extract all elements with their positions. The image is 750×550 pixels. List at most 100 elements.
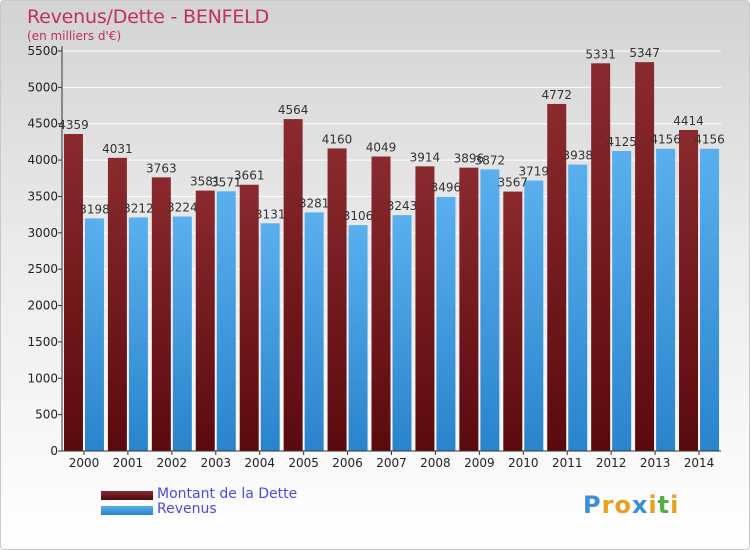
bar-revenus (260, 223, 280, 451)
y-tick-label: 2000 (27, 299, 58, 313)
value-label-dette: 4564 (278, 103, 309, 117)
bar-dette (195, 190, 215, 451)
bar-dette (327, 148, 347, 452)
y-tick-label: 3000 (27, 226, 58, 240)
value-label-dette: 3661 (234, 169, 265, 183)
x-tick-label: 2012 (596, 456, 627, 470)
bar-revenus (392, 215, 412, 451)
value-label-revenus: 3281 (299, 196, 330, 210)
bar-revenus (700, 148, 720, 451)
legend-label-dette: Montant de la Dette (157, 486, 298, 502)
chart-subtitle: (en milliers d'€) (27, 29, 122, 43)
bar-revenus (216, 191, 236, 452)
x-tick-label: 2005 (288, 456, 319, 470)
value-label-revenus: 3224 (167, 201, 198, 215)
value-label-revenus: 3719 (519, 165, 550, 179)
logo-letter: t (657, 491, 671, 519)
x-tick-label: 2004 (244, 456, 275, 470)
bar-revenus (304, 212, 324, 451)
value-label-dette: 5331 (585, 47, 616, 61)
logo-letter: x (631, 491, 649, 519)
value-label-dette: 3896 (454, 152, 485, 166)
bar-revenus (172, 216, 192, 451)
grid-lines (62, 50, 721, 416)
x-tick-label: 2009 (464, 456, 495, 470)
bars-group (63, 62, 720, 452)
x-tick-label: 2006 (332, 456, 363, 470)
x-tick-label: 2001 (113, 456, 144, 470)
value-label-revenus: 3212 (123, 201, 154, 215)
bar-revenus (128, 217, 148, 451)
value-label-revenus: 3571 (211, 175, 242, 189)
value-label-dette: 4359 (58, 118, 89, 132)
bar-dette (459, 167, 479, 451)
axes: 0 500 1000 1500 2000 2500 3000 3500 4000 4500 5000… (27, 44, 721, 470)
value-label-revenus: 3106 (343, 209, 374, 223)
legend-swatch-dette (101, 491, 153, 500)
y-tick-label: 4000 (27, 153, 58, 167)
value-label-dette: 4414 (673, 114, 704, 128)
y-tick-label: 5500 (27, 44, 58, 58)
value-label-dette: 3763 (146, 161, 177, 175)
logo-letter: i (670, 491, 680, 519)
bar-dette (679, 129, 699, 451)
value-label-dette: 3567 (498, 176, 529, 190)
y-tick-label: 5000 (27, 80, 58, 94)
bar-revenus (480, 169, 500, 451)
y-tick-label: 1500 (27, 335, 58, 349)
bar-revenus (436, 196, 456, 451)
bar-revenus (612, 151, 632, 451)
logo-letter: P (583, 491, 602, 519)
bar-dette (635, 62, 655, 452)
y-tick-label: 1000 (27, 371, 58, 385)
value-label-dette: 3914 (410, 150, 441, 164)
bar-dette (503, 191, 523, 451)
legend-label-revenus: Revenus (157, 501, 217, 517)
value-label-revenus: 4156 (694, 133, 725, 147)
proxiti-logo: Proxiti (583, 491, 679, 519)
bar-dette (283, 119, 303, 451)
bar-dette (239, 184, 259, 451)
value-label-dette: 4049 (366, 141, 397, 155)
value-label-dette: 5347 (629, 46, 660, 60)
y-tick-label: 3500 (27, 189, 58, 203)
x-tick-label: 2002 (157, 456, 188, 470)
x-tick-label: 2008 (420, 456, 451, 470)
value-label-revenus: 3938 (562, 149, 593, 163)
logo-letter: i (648, 491, 658, 519)
value-label-dette: 3581 (190, 175, 221, 189)
value-label-revenus: 4125 (606, 135, 637, 149)
bar-dette (415, 166, 435, 451)
legend-swatch-revenus (101, 506, 153, 515)
bar-dette (151, 177, 171, 451)
x-tick-label: 2000 (69, 456, 100, 470)
bar-dette (107, 157, 127, 451)
bar-revenus (84, 218, 104, 451)
logo-letter: o (614, 491, 632, 519)
value-label-revenus: 3496 (431, 181, 462, 195)
x-tick-label: 2011 (552, 456, 583, 470)
value-label-dette: 4772 (541, 88, 572, 102)
y-tick-label: 2500 (27, 262, 58, 276)
y-tick-label: 500 (35, 408, 58, 422)
value-label-revenus: 4156 (650, 133, 681, 147)
value-label-dette: 4031 (102, 142, 133, 156)
x-tick-label: 2010 (508, 456, 539, 470)
value-label-revenus: 3198 (79, 202, 110, 216)
y-tick-label: 4500 (27, 117, 58, 131)
bar-dette (591, 63, 611, 452)
x-tick-label: 2003 (200, 456, 231, 470)
bar-revenus (656, 148, 676, 451)
value-label-revenus: 3872 (475, 153, 506, 167)
value-label-revenus: 3131 (255, 207, 286, 221)
value-label-dette: 4160 (322, 132, 353, 146)
x-tick-label: 2013 (640, 456, 671, 470)
bar-dette (371, 156, 391, 451)
bar-revenus (568, 164, 588, 451)
bar-revenus (524, 180, 544, 451)
value-label-revenus: 3243 (387, 199, 418, 213)
x-tick-label: 2014 (684, 456, 715, 470)
